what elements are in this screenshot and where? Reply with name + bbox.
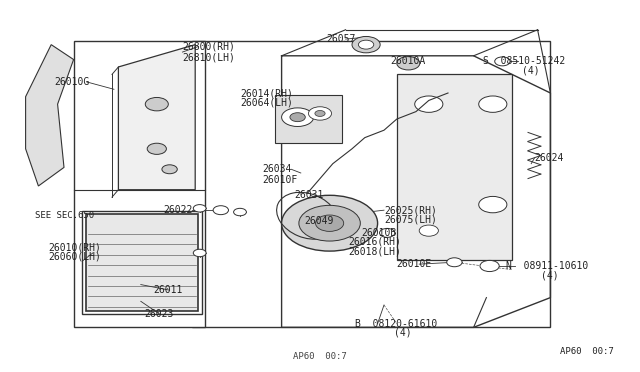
Circle shape [193,249,206,257]
Text: B  08120-61610: B 08120-61610 [355,319,438,328]
FancyBboxPatch shape [275,95,342,143]
Circle shape [480,260,499,272]
Text: SEE SEC.650: SEE SEC.650 [35,211,94,220]
Circle shape [308,107,332,120]
Text: 26010B: 26010B [362,228,397,237]
Circle shape [234,208,246,216]
Text: 26018(LH): 26018(LH) [349,246,402,256]
Text: N  08911-10610: N 08911-10610 [506,261,588,271]
Text: 26031: 26031 [294,190,324,200]
Text: 26010A: 26010A [390,57,426,66]
Circle shape [479,196,507,213]
Circle shape [447,258,462,267]
Text: 26010G: 26010G [54,77,90,87]
Text: (4): (4) [394,328,412,338]
Text: 26010(RH): 26010(RH) [48,243,101,252]
Text: 26022: 26022 [163,205,193,215]
Text: AP60  00:7: AP60 00:7 [293,352,347,361]
FancyBboxPatch shape [192,41,550,327]
Text: (4): (4) [522,66,540,76]
FancyBboxPatch shape [74,41,205,327]
Circle shape [415,96,443,112]
FancyBboxPatch shape [397,74,512,260]
Circle shape [147,143,166,154]
Circle shape [316,215,344,231]
Circle shape [290,113,305,122]
Text: 26014(RH): 26014(RH) [240,88,293,98]
Text: 26075(LH): 26075(LH) [384,215,437,224]
Text: (4): (4) [541,270,559,280]
Text: 26049: 26049 [304,217,333,226]
Circle shape [495,57,510,66]
Text: S  08510-51242: S 08510-51242 [483,57,566,66]
Text: 26025(RH): 26025(RH) [384,205,437,215]
Text: 26057: 26057 [326,34,356,44]
Text: 26064(LH): 26064(LH) [240,97,293,107]
Text: AP60  00:7: AP60 00:7 [560,347,614,356]
Circle shape [397,57,420,70]
Circle shape [145,97,168,111]
Text: 26011: 26011 [154,285,183,295]
Circle shape [299,205,360,241]
Circle shape [282,195,378,251]
Circle shape [162,165,177,174]
Polygon shape [26,45,74,186]
Text: 26010F: 26010F [262,176,298,185]
Circle shape [419,225,438,236]
Polygon shape [118,45,195,190]
Text: 26016(RH): 26016(RH) [349,237,402,247]
Circle shape [282,108,314,126]
Text: 26800(RH): 26800(RH) [182,42,236,51]
Circle shape [479,96,507,112]
Text: 26024: 26024 [534,153,564,163]
Text: 26034: 26034 [262,164,292,174]
Text: 26060(LH): 26060(LH) [48,252,101,262]
Circle shape [315,110,325,116]
Text: 26023: 26023 [144,310,173,319]
Circle shape [193,205,206,212]
Text: 26010E: 26010E [397,259,432,269]
Circle shape [380,228,395,237]
Text: 26810(LH): 26810(LH) [182,53,236,62]
Circle shape [213,206,228,215]
Circle shape [352,36,380,53]
FancyBboxPatch shape [86,214,198,311]
Circle shape [358,40,374,49]
